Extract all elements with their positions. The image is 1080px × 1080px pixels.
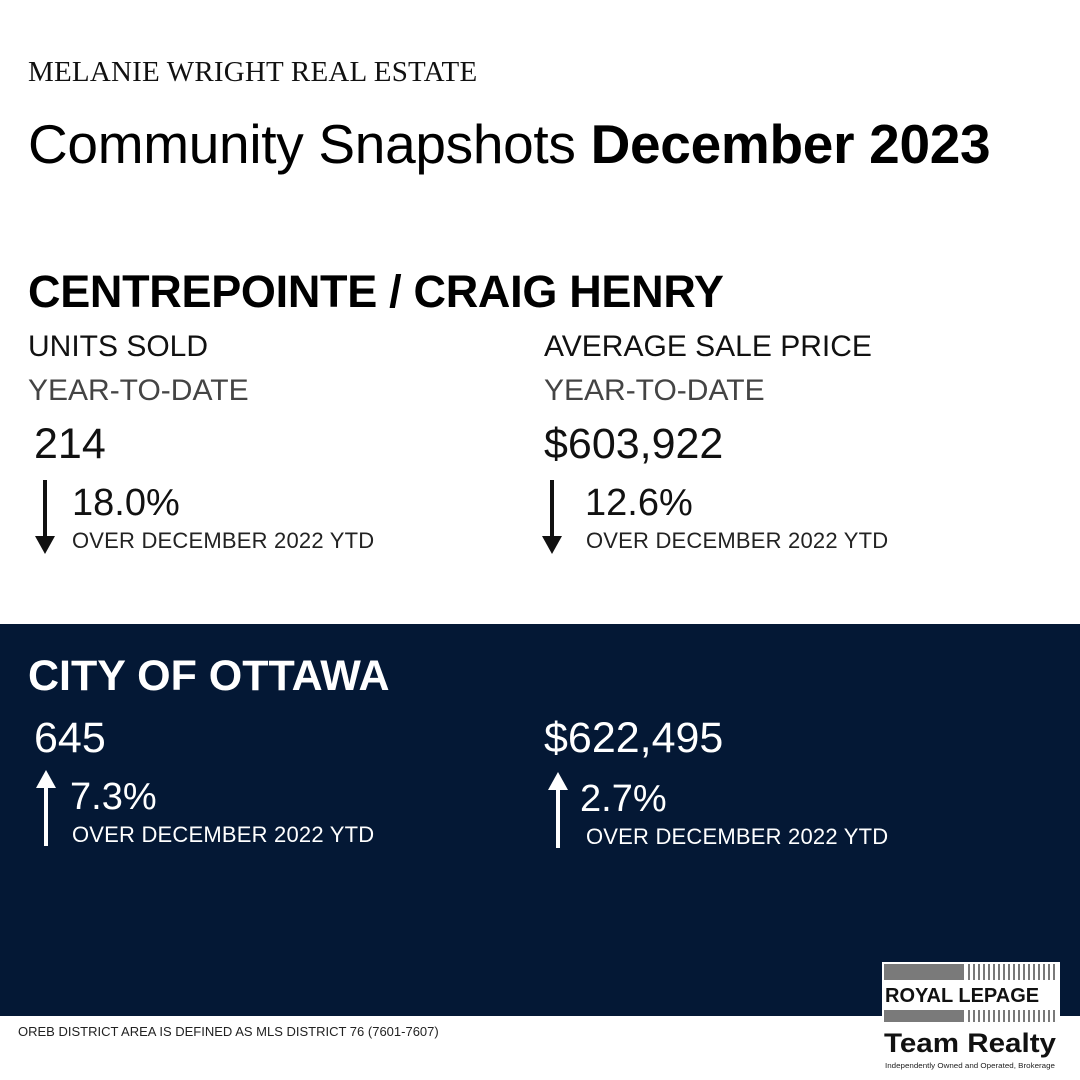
city-price-value: $622,495 [544,714,724,762]
title-regular: Community Snapshots [28,113,576,175]
units-sold-label: UNITS SOLD [28,330,209,363]
city-section-band [0,624,1080,1016]
brand-name: MELANIE WRIGHT REAL ESTATE [28,56,478,88]
price-period-label: YEAR-TO-DATE [544,374,765,407]
city-units-value: 645 [34,714,106,762]
arrow-up-icon [548,772,568,848]
logo-tagline: Independently Owned and Operated, Broker… [885,1061,1055,1070]
price-comparison-caption: OVER DECEMBER 2022 YTD [586,528,889,553]
royal-lepage-logo: ROYAL LEPAGE Team Realty Independently O… [882,962,1060,1074]
footer-note: OREB DISTRICT AREA IS DEFINED AS MLS DIS… [18,1024,439,1039]
logo-line1: ROYAL LEPAGE [885,985,1039,1007]
city-heading: CITY OF OTTAWA [28,652,390,700]
community-heading: CENTREPOINTE / CRAIG HENRY [28,266,724,317]
arrow-down-icon [35,480,55,554]
city-units-change-percent: 7.3% [70,776,157,818]
arrow-up-icon [36,770,56,846]
price-change-percent: 12.6% [585,482,693,524]
units-sold-value: 214 [34,420,106,468]
units-period-label: YEAR-TO-DATE [28,374,249,407]
city-price-change-percent: 2.7% [580,778,667,820]
average-price-label: AVERAGE SALE PRICE [544,330,872,363]
city-price-comparison-caption: OVER DECEMBER 2022 YTD [586,824,889,849]
city-units-comparison-caption: OVER DECEMBER 2022 YTD [72,822,375,847]
average-price-value: $603,922 [544,420,724,468]
page-title: Community Snapshots December 2023 [28,112,991,176]
units-change-percent: 18.0% [72,482,180,524]
arrow-down-icon [542,480,562,554]
title-bold: December 2023 [590,113,991,175]
units-comparison-caption: OVER DECEMBER 2022 YTD [72,528,375,553]
logo-line2: Team Realty [884,1028,1056,1058]
